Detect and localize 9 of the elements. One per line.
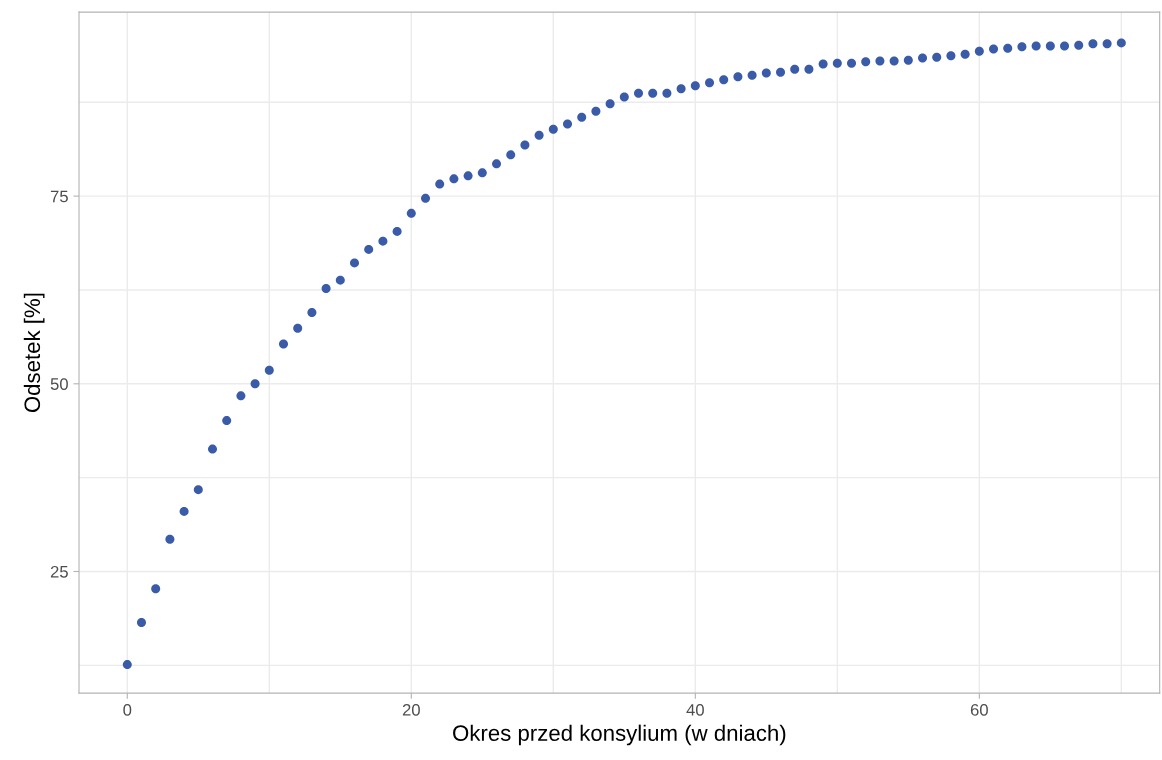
y-tick-label: 75: [50, 190, 68, 203]
x-axis-title: Okres przed konsylium (w dniach): [453, 724, 786, 746]
x-tick-label: 60: [970, 703, 988, 716]
x-tick-label: 40: [686, 703, 704, 716]
y-axis-title: Odsetek [%]: [23, 293, 45, 413]
x-tick-label: 20: [402, 703, 420, 716]
x-tick-label: 0: [123, 703, 132, 716]
y-tick-label: 50: [50, 378, 68, 390]
y-tick-label: 25: [50, 565, 68, 578]
